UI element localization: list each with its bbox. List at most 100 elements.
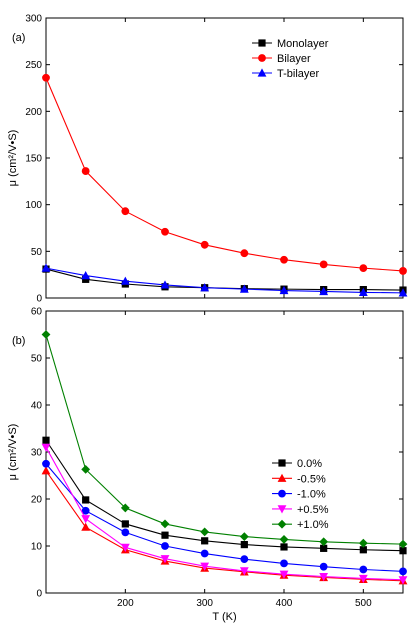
series-line [45, 447, 404, 581]
panel-label: (b) [12, 335, 25, 347]
data-point [121, 520, 129, 528]
data-point [41, 330, 51, 339]
y-tick-label: 10 [31, 542, 43, 553]
y-tick-label: 50 [31, 247, 43, 258]
data-point [398, 288, 408, 297]
data-point [201, 537, 209, 545]
data-point [359, 565, 368, 574]
y-tick-label: 20 [31, 495, 43, 506]
data-point [240, 555, 249, 564]
series-1 [41, 466, 408, 585]
data-point [81, 271, 91, 280]
legend-marker [277, 519, 287, 529]
legend-marker [278, 459, 286, 467]
x-tick-label: 200 [117, 598, 134, 609]
legend-label: -1.0% [297, 489, 326, 501]
data-point [239, 284, 249, 293]
data-point [161, 542, 169, 550]
data-point [81, 522, 91, 531]
data-point [121, 528, 130, 537]
data-point [81, 506, 90, 515]
legend-marker [278, 489, 286, 498]
series-line [45, 470, 404, 582]
panel-label: (a) [12, 32, 25, 44]
legend-label: Monolayer [277, 38, 329, 50]
data-point [81, 167, 90, 175]
data-point [82, 496, 90, 504]
data-point [359, 546, 367, 554]
legend: Monolayer Bilayer T-bilayer [252, 38, 329, 80]
data-point [398, 539, 408, 549]
legend-marker [277, 473, 287, 482]
data-point [399, 267, 407, 275]
data-point [160, 519, 170, 529]
data-point [240, 540, 248, 549]
y-tick-label: 30 [31, 448, 43, 459]
x-tick-label: 500 [355, 598, 372, 609]
y-tick-label: 300 [25, 14, 42, 25]
data-point [319, 562, 328, 571]
legend-marker [257, 68, 267, 77]
legend-label: Bilayer [277, 53, 311, 65]
data-point [399, 567, 407, 576]
data-point [320, 544, 328, 552]
data-point [358, 574, 368, 584]
series-4 [41, 330, 408, 549]
series-0 [42, 265, 407, 294]
series-line [45, 439, 404, 552]
data-point [42, 73, 50, 82]
data-point [200, 562, 210, 571]
data-point [42, 436, 50, 444]
plot-frame [45, 310, 404, 594]
data-point [319, 286, 329, 296]
data-point [279, 535, 289, 544]
data-point [200, 240, 209, 249]
legend-marker [277, 505, 287, 514]
legend-label: T-bilayer [277, 68, 320, 80]
x-axis-label: T (K) [212, 611, 236, 623]
data-point [359, 264, 368, 273]
series-line [45, 267, 404, 294]
y-tick-label: 0 [36, 294, 42, 305]
data-point [41, 263, 51, 272]
data-point [280, 543, 288, 551]
x-tick-label: 300 [196, 598, 213, 609]
data-point [161, 227, 169, 236]
legend-label: +1.0% [297, 519, 329, 531]
y-tick-label: 100 [25, 200, 42, 211]
y-axis-label: μ (cm²/V•S) [7, 130, 19, 187]
legend-marker [258, 39, 266, 47]
data-point [120, 276, 130, 285]
data-point [319, 537, 329, 547]
y-tick-label: 250 [25, 60, 42, 71]
data-point [398, 576, 408, 585]
panel-a: 0 50 100 150 200 250 300 μ (cm²/V•S) (a) Monolaye… [7, 14, 408, 305]
y-tick-label: 50 [31, 354, 43, 365]
data-point [240, 249, 249, 258]
data-point [200, 283, 210, 292]
panel-b: 0 10 20 30 40 50 60 200 300 400 500 μ (cm²/V•S) T (K… [7, 307, 408, 623]
series-line [45, 77, 404, 272]
y-axis-label: μ (cm²/V•S) [7, 424, 19, 481]
data-point [279, 285, 289, 295]
series-line [45, 463, 404, 572]
y-tick-label: 40 [31, 401, 43, 412]
data-point [161, 531, 169, 539]
data-point [41, 443, 51, 452]
series-line [45, 334, 404, 545]
data-point [82, 275, 90, 283]
series-line [45, 268, 404, 291]
series-2 [42, 459, 407, 576]
plot-frame [45, 17, 404, 299]
data-point [42, 459, 50, 468]
data-point [41, 466, 51, 475]
y-tick-label: 0 [36, 589, 42, 600]
legend-label: -0.5% [297, 473, 326, 485]
series-3 [41, 443, 408, 585]
data-point [358, 287, 368, 296]
legend-marker [258, 54, 266, 62]
data-point [160, 280, 170, 289]
data-point [200, 549, 209, 558]
data-point [120, 543, 130, 553]
